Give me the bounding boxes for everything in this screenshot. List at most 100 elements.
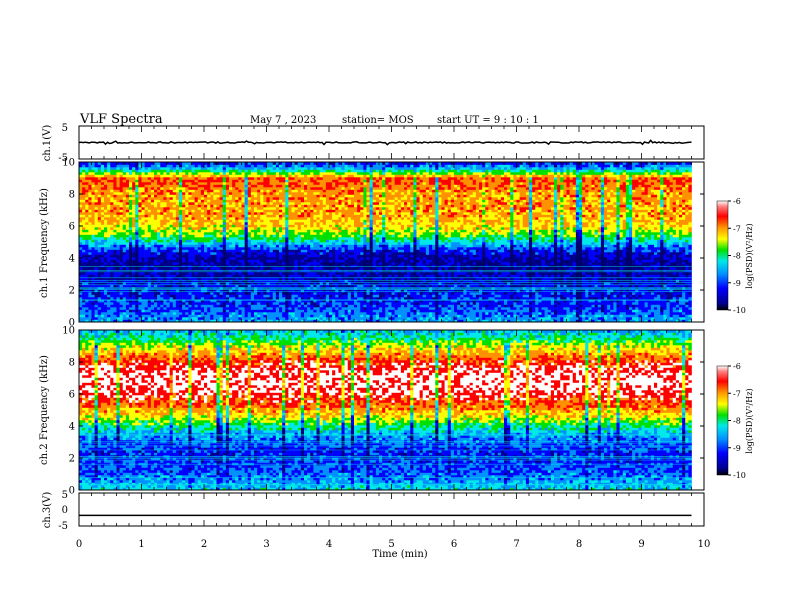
ch1-spectrogram-cell <box>272 232 277 235</box>
ch1-spectrogram-cell <box>310 272 314 275</box>
ch1-spectrogram-cell <box>304 262 308 265</box>
ch1-spectrogram-cell <box>310 254 314 258</box>
ch1-spectrogram-cell <box>250 229 255 233</box>
ch1-spectrogram-cell <box>166 279 170 283</box>
ch1-spectrogram-cell <box>247 307 252 310</box>
ch1-spectrogram-cell <box>150 319 155 323</box>
ch1-spectrogram-cell <box>313 319 317 323</box>
ch1-spectrogram-cell <box>182 242 186 245</box>
ch1-spectrogram-cell <box>182 269 186 273</box>
ch1-spectrogram-cell <box>110 282 114 285</box>
ch1-spectrogram-cell <box>110 194 114 198</box>
ch1-spectrogram-cell <box>238 284 242 288</box>
ch1-spectrogram-cell <box>157 162 161 165</box>
ch1-spectrogram-cell <box>232 309 236 313</box>
ch1-spectrogram-cell <box>225 214 230 218</box>
ch1-spectrogram-cell <box>163 179 167 183</box>
ch1-spectrogram-cell <box>97 257 102 260</box>
ch1-spectrogram-cell <box>172 239 177 243</box>
ch1-spectrogram-cell <box>125 214 130 218</box>
ch1-spectrogram-cell <box>141 179 145 183</box>
ch1-spectrogram-cell <box>100 212 105 215</box>
ch1-spectrogram-cell <box>250 294 255 298</box>
ch1-spectrogram-cell <box>141 319 145 323</box>
ch1-spectrogram-cell <box>257 209 261 213</box>
ch1-spectrogram-cell <box>247 222 252 225</box>
ch1-spectrogram-cell <box>119 167 124 170</box>
ch1-spectrogram-cell <box>194 269 199 273</box>
ch1-spectrogram-cell <box>166 199 170 203</box>
ch1-spectrogram-cell <box>166 194 170 198</box>
ch1-spectrogram-cell <box>238 227 242 230</box>
ch1-spectrogram-cell <box>241 197 245 200</box>
ch1-spectrogram-cell <box>132 222 136 225</box>
ch1-spectrogram-cell <box>313 239 317 243</box>
ch1-spectrogram-cell <box>144 279 149 283</box>
ch1-spectrogram-cell <box>216 247 220 250</box>
ch1-spectrogram-cell <box>122 244 127 248</box>
ch1-spectrogram-cell <box>125 232 130 235</box>
ch1-spectrogram-cell <box>260 277 264 280</box>
ch1-spectrogram-cell <box>182 214 186 218</box>
ch1-spectrogram-cell <box>241 289 245 293</box>
ch1-spectrogram-cell <box>172 227 177 230</box>
ch1-spectrogram-cell <box>219 209 224 213</box>
ch1-spectrogram-cell <box>263 182 267 185</box>
ch1-spectrogram-cell <box>116 244 120 248</box>
ch1-spectrogram-cell <box>219 262 224 265</box>
ch1-spectrogram-cell <box>254 247 258 250</box>
ch1-spectrogram-cell <box>175 199 180 203</box>
ch1-spectrogram-cell <box>94 307 99 310</box>
ch1-spectrogram-cell <box>79 319 83 323</box>
ch1-spectrogram-cell <box>172 224 177 228</box>
ch1-spectrogram-cell <box>200 247 205 250</box>
ch1-spectrogram-cell <box>122 197 127 200</box>
ch1-spectrogram-cell <box>200 304 205 308</box>
ch1-spectrogram-cell <box>185 277 189 280</box>
ch1-spectrogram-cell <box>200 219 205 223</box>
ch1-spectrogram-cell <box>260 167 264 170</box>
ch1-spectrogram-cell <box>91 237 95 240</box>
ch1-spectrogram-cell <box>79 187 83 190</box>
ch1-spectrogram-cell <box>169 224 174 228</box>
ch1-spectrogram-cell <box>316 237 320 240</box>
ch1-spectrogram-cell <box>182 282 186 285</box>
ch1-spectrogram-cell <box>135 222 139 225</box>
ch1-spectrogram-cell <box>279 224 283 228</box>
ch1-spectrogram-cell <box>188 197 192 200</box>
ch1-spectrogram-cell <box>182 207 186 210</box>
ch1-spectrogram-cell <box>132 284 136 288</box>
ch1-spectrogram-cell <box>160 222 164 225</box>
ch1-spectrogram-cell <box>316 224 320 228</box>
ch1-spectrogram-cell <box>110 172 114 175</box>
ch1-spectrogram-cell <box>107 184 111 188</box>
ch1-spectrogram-cell <box>172 319 177 323</box>
ch1-spectrogram-cell <box>175 269 180 273</box>
ch1-spectrogram-cell <box>94 197 99 200</box>
ch1-spectrogram-cell <box>282 297 286 300</box>
ch1-spectrogram-cell <box>282 289 286 293</box>
ch1-spectrogram-cell <box>85 197 89 200</box>
ch1-spectrogram-cell <box>194 302 199 305</box>
ch1-spectrogram-cell <box>125 282 130 285</box>
ch1-spectrogram-cell <box>213 222 217 225</box>
ch1-spectrogram-cell <box>254 209 258 213</box>
ch1-spectrogram-cell <box>216 292 220 295</box>
ch1-spectrogram-cell <box>266 257 270 260</box>
ch1-spectrogram-cell <box>235 189 239 193</box>
ch1-spectrogram-cell <box>132 189 136 193</box>
ch1-spectrogram-cell <box>207 302 211 305</box>
ch1-spectrogram-cell <box>316 262 320 265</box>
ch1-spectrogram-cell <box>229 212 233 215</box>
ch1-spectrogram-cell <box>194 167 199 170</box>
ch1-spectrogram-cell <box>241 192 245 195</box>
ch1-spectrogram-cell <box>182 189 186 193</box>
ch1-spectrogram-cell <box>175 214 180 218</box>
ch1-spectrogram-cell <box>82 294 86 298</box>
ch1-spectrogram-cell <box>232 279 236 283</box>
ch1-spectrogram-cell <box>222 164 227 168</box>
ch1-spectrogram-cell <box>200 214 205 218</box>
ch1-spectrogram-cell <box>175 212 180 215</box>
ch1-spectrogram-cell <box>279 192 283 195</box>
ch1-spectrogram-cell <box>210 187 214 190</box>
